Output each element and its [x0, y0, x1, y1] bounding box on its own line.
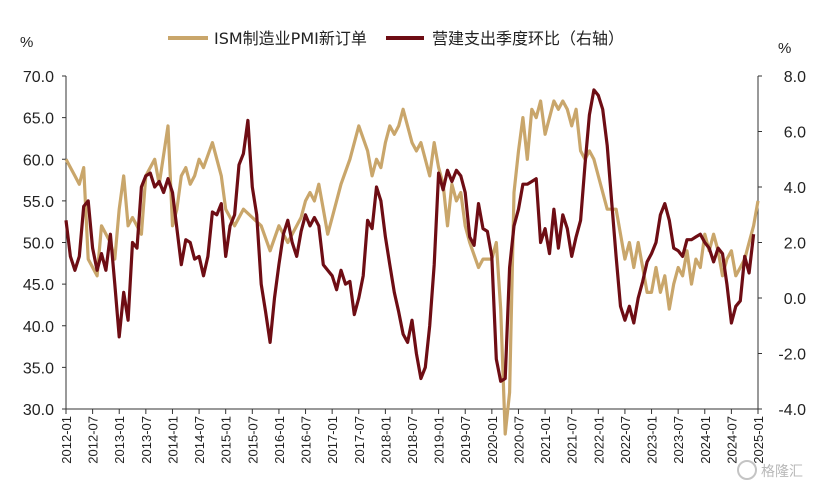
- right-tick-label: 6.0: [784, 125, 806, 142]
- left-tick-label: 45.0: [23, 277, 54, 294]
- left-tick-label: 50.0: [23, 236, 54, 253]
- x-tick-label: 2022-07: [618, 416, 633, 464]
- x-tick-label: 2022-01: [591, 416, 606, 464]
- x-tick-label: 2017-07: [352, 416, 367, 464]
- x-tick-label: 2016-07: [299, 416, 314, 464]
- left-tick-label: 70.0: [23, 69, 54, 86]
- x-tick-label: 2017-01: [325, 416, 340, 464]
- left-tick-label: 30.0: [23, 402, 54, 419]
- x-tick-label: 2021-01: [538, 416, 553, 464]
- series-line-pmi-new-orders: [64, 99, 760, 436]
- right-axis-unit: %: [778, 40, 791, 57]
- x-tick-label: 2024-01: [698, 416, 713, 464]
- x-tick-label: 2025-01: [751, 416, 766, 464]
- x-tick-label: 2016-01: [272, 416, 287, 464]
- x-tick-label: 2024-07: [724, 416, 739, 464]
- right-tick-label: 8.0: [784, 69, 806, 86]
- x-tick-label: 2021-07: [565, 416, 580, 464]
- x-tick-label: 2018-01: [378, 416, 393, 464]
- x-tick-label: 2013-07: [139, 416, 154, 464]
- left-tick-label: 65.0: [23, 111, 54, 128]
- left-tick-label: 40.0: [23, 319, 54, 336]
- right-tick-label: 0.0: [784, 291, 806, 308]
- legend-label-pmi: ISM制造业PMI新订单: [214, 29, 367, 48]
- left-tick-label: 55.0: [23, 194, 54, 211]
- left-axis-ticks: 70.0 65.0 60.0 55.0 50.0 45.0 40.0 35.0 30.0: [23, 69, 66, 419]
- right-tick-label: -2.0: [778, 347, 806, 364]
- series-layer: [64, 88, 760, 436]
- right-tick-label: -4.0: [778, 402, 806, 419]
- left-axis-unit: %: [20, 34, 33, 51]
- x-tick-label: 2020-01: [485, 416, 500, 464]
- x-tick-label: 2019-07: [458, 416, 473, 464]
- x-tick-label: 2023-01: [645, 416, 660, 464]
- x-tick-label: 2013-01: [112, 416, 127, 464]
- watermark-logo-icon: [737, 460, 757, 480]
- watermark-text: 格隆汇: [761, 464, 803, 480]
- x-tick-label: 2015-07: [245, 416, 260, 464]
- x-axis-ticks: 2012-01 2012-07 2013-01 2013-07 2014-01 2014-…: [59, 409, 766, 464]
- x-tick-label: 2015-01: [219, 416, 234, 464]
- right-axis-ticks: 8.0 6.0 4.0 2.0 0.0 -2.0 -4.0: [758, 69, 806, 419]
- x-tick-label: 2019-01: [432, 416, 447, 464]
- x-tick-label: 2023-07: [671, 416, 686, 464]
- x-tick-label: 2018-07: [405, 416, 420, 464]
- right-tick-label: 2.0: [784, 236, 806, 253]
- x-tick-label: 2014-07: [192, 416, 207, 464]
- x-tick-label: 2014-01: [165, 416, 180, 464]
- series-line-construction-spending: [64, 88, 756, 383]
- right-tick-label: 4.0: [784, 180, 806, 197]
- left-tick-label: 60.0: [23, 152, 54, 169]
- legend: ISM制造业PMI新订单 营建支出季度环比（右轴）: [168, 29, 624, 48]
- legend-label-construction: 营建支出季度环比（右轴）: [432, 29, 624, 48]
- x-tick-label: 2012-01: [59, 416, 74, 464]
- x-tick-label: 2020-07: [511, 416, 526, 464]
- left-tick-label: 35.0: [23, 360, 54, 377]
- watermark: 格隆汇: [737, 460, 803, 480]
- x-tick-label: 2012-07: [86, 416, 101, 464]
